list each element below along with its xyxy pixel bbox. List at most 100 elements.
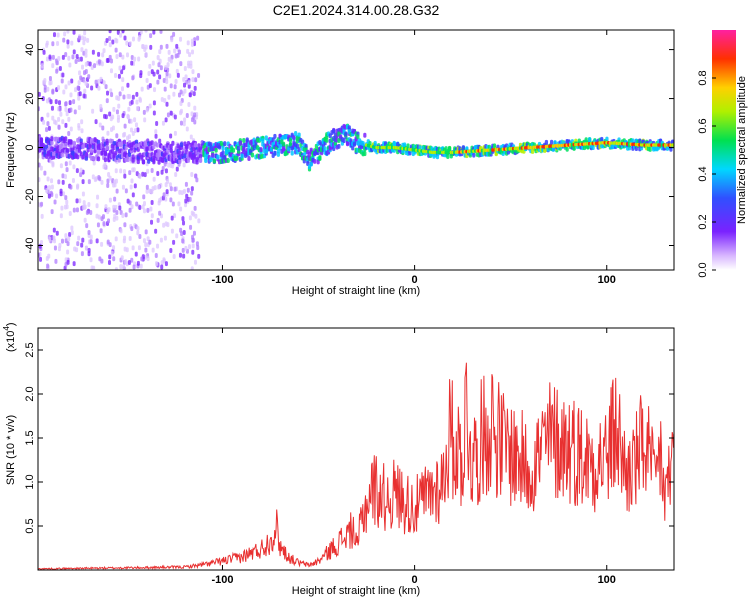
colorbar-tick-label: 0.6: [697, 118, 709, 133]
top-x-axis-label: Height of straight line (km): [292, 285, 420, 297]
spectral-cell: [50, 184, 54, 190]
spectral-cell: [160, 158, 165, 164]
spectral-cell: [91, 155, 95, 161]
spectral-cell: [108, 111, 112, 117]
spectral-cell: [238, 140, 242, 146]
spectral-cell: [163, 86, 167, 92]
spectral-cell: [182, 188, 186, 194]
spectral-cell: [231, 147, 236, 153]
spectral-cell: [167, 49, 171, 55]
spectral-cell: [56, 41, 60, 47]
y-tick-label: 20: [24, 92, 36, 104]
spectral-cell: [45, 42, 49, 48]
spectral-cell: [118, 91, 122, 97]
spectral-cell: [49, 99, 53, 105]
spectral-cell: [182, 121, 186, 127]
spectral-cell: [162, 78, 166, 84]
spectral-cell: [155, 142, 159, 148]
spectral-cell: [84, 80, 88, 86]
spectral-cell: [105, 57, 109, 63]
colorbar-tick-label: 0.8: [697, 70, 709, 85]
spectral-cell: [49, 80, 53, 86]
spectral-cell: [242, 137, 246, 143]
spectral-cell: [56, 32, 60, 38]
spectral-cell: [187, 83, 191, 89]
spectral-cell: [100, 241, 104, 247]
spectral-cell: [50, 136, 54, 142]
spectral-cell: [109, 58, 113, 64]
spectral-cell: [114, 236, 118, 242]
spectral-cell: [143, 172, 147, 178]
spectral-cell: [117, 73, 121, 79]
spectral-cell: [142, 208, 146, 214]
spectral-cell: [153, 87, 157, 93]
spectral-cell: [164, 196, 168, 202]
spectral-cell: [154, 252, 158, 258]
spectral-cell: [68, 100, 72, 106]
spectral-cell: [356, 134, 360, 140]
spectral-cell: [127, 134, 131, 140]
spectral-cell: [160, 264, 164, 270]
spectral-cell: [164, 168, 168, 174]
spectral-cell: [143, 140, 147, 146]
spectral-cell: [73, 246, 77, 252]
spectral-cell: [65, 147, 69, 153]
spectral-cell: [79, 167, 83, 173]
spectral-cell: [114, 72, 118, 78]
spectral-cell: [179, 108, 183, 114]
spectral-cell: [68, 211, 72, 217]
spectral-cell: [97, 85, 101, 91]
spectral-cell: [161, 120, 165, 126]
spectral-cell: [64, 142, 68, 148]
spectral-cell: [236, 145, 241, 151]
spectral-cell: [80, 77, 84, 83]
spectral-cell: [351, 145, 355, 151]
spectral-cell: [123, 35, 127, 41]
spectral-cell: [162, 257, 166, 263]
spectral-cell: [130, 60, 134, 66]
spectral-cell: [82, 93, 86, 99]
spectral-cell: [59, 188, 63, 194]
spectral-cell: [185, 144, 189, 150]
spectral-cell: [186, 157, 191, 163]
spectral-cell: [186, 40, 190, 46]
spectral-cell: [81, 179, 85, 185]
spectral-cell: [175, 43, 179, 49]
spectral-cell: [92, 160, 96, 166]
spectral-cell: [101, 52, 105, 58]
spectral-cell: [68, 231, 72, 237]
spectral-cell: [59, 213, 63, 219]
spectral-cell: [57, 124, 61, 130]
spectral-cell: [78, 198, 82, 204]
x-tick-label: 100: [598, 574, 616, 586]
spectral-cell: [115, 53, 119, 59]
spectral-cell: [84, 52, 88, 58]
spectral-cell: [136, 230, 140, 236]
spectral-cell: [154, 228, 158, 234]
spectral-cell: [159, 30, 163, 34]
spectral-cell: [95, 203, 99, 209]
spectral-cell: [80, 47, 84, 53]
spectral-cell: [115, 109, 119, 115]
spectral-cell: [130, 99, 134, 105]
spectral-cell: [164, 117, 168, 123]
spectral-cell: [72, 207, 76, 213]
spectral-cell: [58, 100, 62, 106]
spectral-cell: [171, 140, 175, 146]
spectral-cell: [103, 113, 107, 119]
spectral-cell: [588, 137, 592, 143]
spectral-cell: [102, 221, 106, 227]
spectral-cell: [87, 229, 91, 235]
spectral-cell: [193, 205, 197, 211]
spectral-cell: [182, 253, 186, 259]
spectral-cell: [157, 62, 161, 68]
spectral-cell: [120, 255, 124, 261]
spectral-cell: [304, 143, 308, 149]
spectral-cell: [128, 170, 132, 176]
spectral-cell: [51, 63, 55, 69]
spectral-cell: [84, 48, 88, 54]
spectral-cell: [472, 152, 476, 158]
spectral-cell: [155, 121, 159, 127]
spectral-cell: [124, 145, 128, 151]
spectral-cell: [87, 201, 91, 207]
